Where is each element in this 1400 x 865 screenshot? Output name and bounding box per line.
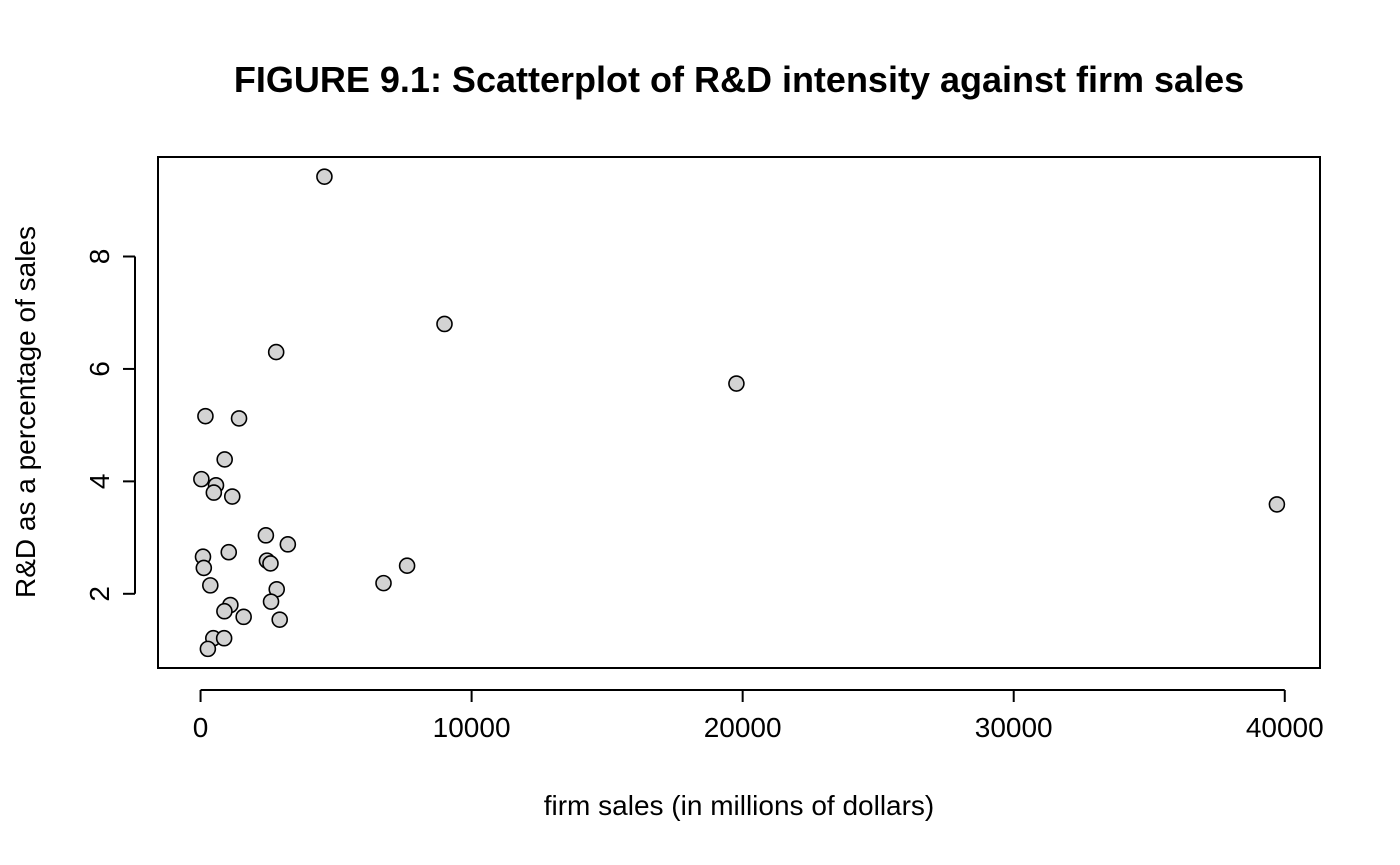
y-tick-label: 4 bbox=[84, 474, 115, 490]
data-point bbox=[267, 343, 285, 361]
data-point bbox=[216, 602, 233, 620]
data-point bbox=[215, 629, 233, 647]
plot-frame bbox=[157, 156, 1321, 669]
x-tick-label: 10000 bbox=[433, 712, 511, 743]
x-tick-label: 20000 bbox=[704, 712, 782, 743]
y-tick-label: 8 bbox=[84, 249, 115, 265]
y-tick-label: 2 bbox=[84, 586, 115, 602]
data-point bbox=[220, 543, 238, 561]
chart-title: FIGURE 9.1: Scatterplot of R&D intensity… bbox=[234, 59, 1244, 100]
data-point bbox=[279, 536, 297, 553]
x-tick-label: 0 bbox=[193, 712, 209, 743]
data-point bbox=[398, 557, 416, 574]
data-point bbox=[193, 470, 210, 488]
data-point bbox=[728, 375, 745, 392]
data-point bbox=[199, 640, 217, 658]
data-point bbox=[271, 611, 289, 628]
data-point bbox=[235, 608, 252, 626]
data-points bbox=[193, 168, 1286, 658]
data-point bbox=[202, 577, 219, 594]
data-point bbox=[223, 488, 241, 505]
data-point bbox=[230, 410, 248, 427]
data-point bbox=[195, 559, 213, 577]
data-point bbox=[262, 593, 280, 610]
data-point bbox=[262, 555, 279, 572]
data-point bbox=[205, 484, 223, 501]
data-point bbox=[216, 451, 233, 468]
data-point bbox=[257, 527, 275, 544]
data-point bbox=[316, 168, 333, 185]
data-point bbox=[197, 407, 214, 425]
x-axis: 0 10000 20000 30000 40000 bbox=[193, 689, 1324, 743]
x-axis-label: firm sales (in millions of dollars) bbox=[544, 790, 935, 821]
data-point bbox=[436, 315, 453, 333]
data-point bbox=[375, 574, 392, 592]
x-tick-label: 40000 bbox=[1246, 712, 1324, 743]
y-axis-label: R&D as a percentage of sales bbox=[10, 226, 41, 598]
x-tick-label: 30000 bbox=[975, 712, 1053, 743]
y-tick-label: 6 bbox=[84, 361, 115, 377]
y-axis: 2 4 6 8 bbox=[84, 249, 136, 602]
data-point bbox=[1268, 496, 1286, 513]
